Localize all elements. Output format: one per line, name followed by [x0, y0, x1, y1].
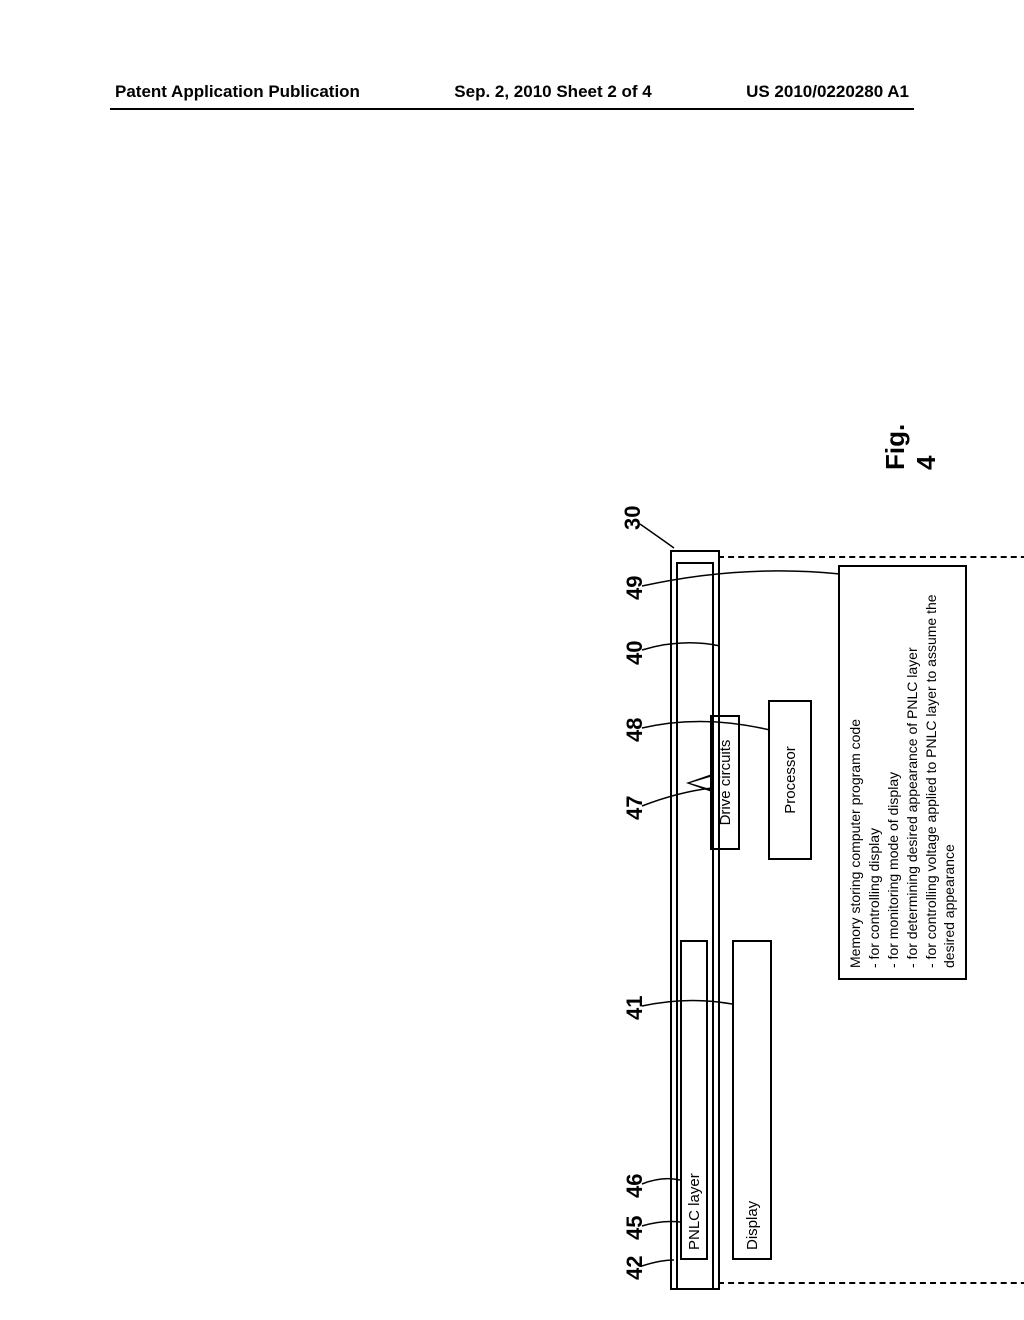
- drive-circuits-block: Drive circuits: [710, 715, 740, 850]
- drive-label: Drive circuits: [717, 740, 734, 826]
- memory-item: for controlling display: [866, 828, 882, 960]
- processor-label: Processor: [782, 746, 799, 814]
- processor-block: Processor: [768, 700, 812, 860]
- memory-item: for monitoring mode of display: [885, 772, 901, 960]
- memory-item: for determining desired appearance of PN…: [904, 647, 920, 959]
- memory-block: Memory storing computer program code - f…: [838, 565, 967, 980]
- header-left: Patent Application Publication: [115, 82, 360, 102]
- figure-caption: Fig. 4: [880, 424, 942, 470]
- figure-4: PNLC layer Display Drive circuits Proces…: [620, 530, 1024, 1290]
- pnlc-layer-block: PNLC layer: [680, 940, 708, 1260]
- memory-title: Memory storing computer program code: [846, 577, 865, 968]
- display-label: Display: [744, 1201, 761, 1250]
- memory-item: for controlling voltage applied to PNLC …: [923, 594, 958, 968]
- header-right: US 2010/0220280 A1: [746, 82, 909, 102]
- header-center: Sep. 2, 2010 Sheet 2 of 4: [454, 82, 651, 102]
- header-rule: [110, 108, 914, 110]
- display-block: Display: [732, 940, 772, 1260]
- pnlc-label: PNLC layer: [686, 1173, 703, 1250]
